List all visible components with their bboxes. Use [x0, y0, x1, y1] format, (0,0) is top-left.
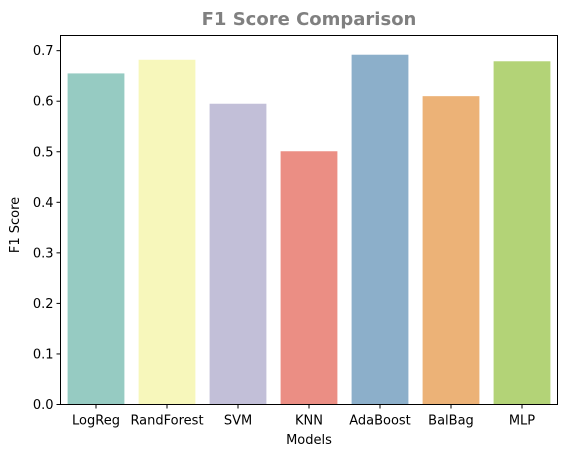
x-tick-label: SVM [224, 414, 252, 429]
bars-group [67, 54, 551, 405]
y-tick-label: 0.3 [33, 246, 54, 261]
y-tick-label: 0.2 [33, 297, 54, 312]
bar-mlp [493, 61, 551, 405]
y-axis-ticks: 0.0 0.1 0.2 0.3 0.4 0.5 0.6 0.7 [33, 44, 61, 413]
y-tick-label: 0.5 [33, 145, 54, 160]
chart-title: F1 Score Comparison [202, 9, 417, 30]
y-tick-label: 0.6 [33, 95, 54, 110]
y-tick-label: 0.1 [33, 347, 54, 362]
bar-adaboost [351, 54, 409, 405]
bar-balbag [422, 96, 480, 405]
x-axis-label: Models [286, 433, 332, 448]
bar-svm [209, 103, 267, 405]
x-axis-ticks: LogReg RandForest SVM KNN AdaBoost BalBag MLP [72, 404, 535, 429]
x-tick-label: BalBag [428, 414, 474, 429]
bar-randforest [138, 59, 196, 405]
y-tick-label: 0.7 [33, 44, 54, 59]
x-tick-label: MLP [509, 414, 535, 429]
y-tick-label: 0.4 [33, 196, 54, 211]
x-tick-label: KNN [295, 414, 323, 429]
bar-logreg [67, 73, 125, 405]
x-tick-label: RandForest [130, 414, 203, 429]
x-tick-label: LogReg [72, 414, 120, 429]
x-tick-label: AdaBoost [349, 414, 411, 429]
plot-frame [60, 35, 558, 405]
bar-knn [280, 151, 338, 405]
y-tick-label: 0.0 [33, 398, 54, 413]
y-axis-label: F1 Score [8, 197, 23, 253]
